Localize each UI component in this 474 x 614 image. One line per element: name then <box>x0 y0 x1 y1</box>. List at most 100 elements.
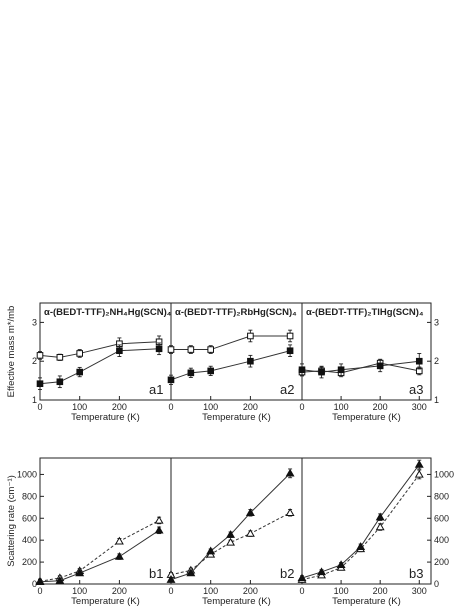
series-line-0 <box>301 474 420 581</box>
panel-tag: b3 <box>409 566 423 581</box>
data-point-open-square <box>247 332 254 340</box>
data-point-filled-square <box>207 367 214 375</box>
y-tick-label: 1 <box>434 395 439 405</box>
x-tick-label: 100 <box>72 586 87 596</box>
data-point-open-triangle <box>114 536 124 545</box>
series-line-1 <box>170 472 291 581</box>
data-point-open-square <box>286 332 294 340</box>
x-tick-label: 200 <box>243 586 258 596</box>
x-tick-label: 200 <box>112 586 127 596</box>
data-point-open-triangle <box>414 469 424 478</box>
data-point-filled-square <box>76 368 83 376</box>
x-tick-label: 0 <box>168 402 173 412</box>
data-point-filled-triangle <box>35 577 45 586</box>
data-point-open-square <box>187 346 195 353</box>
x-axis-label: Temperature (K) <box>202 412 271 423</box>
data-point-filled-triangle <box>375 512 385 521</box>
panel-tag: a2 <box>280 382 294 397</box>
data-point-filled-square <box>337 366 345 374</box>
y-axis-label: Scattering rate (cm⁻¹) <box>6 475 17 567</box>
x-tick-label: 200 <box>243 402 258 412</box>
y-tick-label: 800 <box>434 491 449 501</box>
x-tick-label: 100 <box>203 402 218 412</box>
data-point-filled-square <box>155 345 163 353</box>
series-line-0 <box>39 520 160 582</box>
data-point-filled-triangle <box>206 546 216 555</box>
data-point-filled-triangle <box>114 552 124 560</box>
data-point-filled-triangle <box>285 468 295 477</box>
x-axis-label: Temperature (K) <box>332 412 401 423</box>
data-point-open-square <box>207 346 214 353</box>
x-tick-label: 0 <box>37 586 42 596</box>
data-point-filled-triangle <box>245 508 255 516</box>
data-point-open-triangle <box>245 528 255 537</box>
data-point-filled-square <box>298 366 306 374</box>
x-axis-label: Temperature (K) <box>202 596 271 607</box>
y-axis-label: Effective mass m*/mb <box>6 306 17 398</box>
x-tick-label: 300 <box>412 402 427 412</box>
data-point-filled-triangle <box>297 573 307 582</box>
data-point-open-square <box>76 350 83 357</box>
y-tick-label: 200 <box>22 557 37 567</box>
data-point-filled-triangle <box>154 525 164 534</box>
x-tick-label: 0 <box>37 402 42 412</box>
data-point-filled-triangle <box>336 560 346 569</box>
data-point-filled-square <box>415 357 423 365</box>
y-tick-label: 400 <box>434 535 449 545</box>
data-point-filled-square <box>286 347 294 355</box>
y-tick-label: 800 <box>22 491 37 501</box>
data-point-open-triangle <box>285 508 295 516</box>
x-tick-label: 0 <box>299 586 304 596</box>
data-point-filled-triangle <box>356 542 366 550</box>
panel-tag: b2 <box>280 566 294 581</box>
data-point-filled-triangle <box>186 568 196 577</box>
x-axis-label: Temperature (K) <box>71 412 140 423</box>
x-tick-label: 100 <box>203 586 218 596</box>
data-point-filled-square <box>36 380 44 388</box>
panel-b3: 0 100 200 300 Temperature (K) 0 200 400 600 800 10… <box>297 457 454 607</box>
data-point-open-triangle <box>154 515 164 524</box>
x-tick-label: 200 <box>112 402 127 412</box>
y-tick-label: 3 <box>32 317 37 327</box>
x-tick-label: 100 <box>334 402 349 412</box>
data-point-filled-triangle <box>317 567 327 576</box>
x-tick-label: 300 <box>412 586 427 596</box>
data-point-filled-square <box>116 347 123 355</box>
data-point-filled-square <box>247 357 254 365</box>
x-tick-label: 0 <box>168 586 173 596</box>
data-point-filled-square <box>376 362 384 370</box>
y-tick-label: 400 <box>22 535 37 545</box>
plot-frame-a3 <box>301 302 432 401</box>
x-axis-label: Temperature (K) <box>71 596 140 607</box>
data-point-filled-square <box>167 376 175 384</box>
y-tick-label: 3 <box>434 317 439 327</box>
y-tick-label: 0 <box>32 579 37 589</box>
panel-title: α-(BEDT-TTF)₂TlHg(SCN)₄ <box>306 307 424 318</box>
series-line-1 <box>301 464 420 579</box>
panel-tag: a1 <box>149 382 163 397</box>
data-point-open-square <box>56 354 64 361</box>
y-tick-label: 2 <box>434 356 439 366</box>
y-tick-label: 2 <box>32 356 37 366</box>
data-point-filled-triangle <box>166 575 176 583</box>
panel-tag: a3 <box>409 382 423 397</box>
data-point-filled-triangle <box>226 530 236 538</box>
x-tick-label: 0 <box>299 402 304 412</box>
data-point-open-square <box>167 346 175 353</box>
x-tick-label: 100 <box>334 586 349 596</box>
series-line-0 <box>170 512 291 576</box>
y-tick-label: 600 <box>434 513 449 523</box>
plot-frame-b3 <box>301 457 432 585</box>
data-point-filled-triangle <box>75 568 85 577</box>
data-point-open-triangle <box>226 537 236 546</box>
y-tick-label: 200 <box>434 557 449 567</box>
panel-tag: b1 <box>149 566 163 581</box>
y-tick-label: 1000 <box>17 469 37 479</box>
data-point-filled-triangle <box>55 576 65 584</box>
